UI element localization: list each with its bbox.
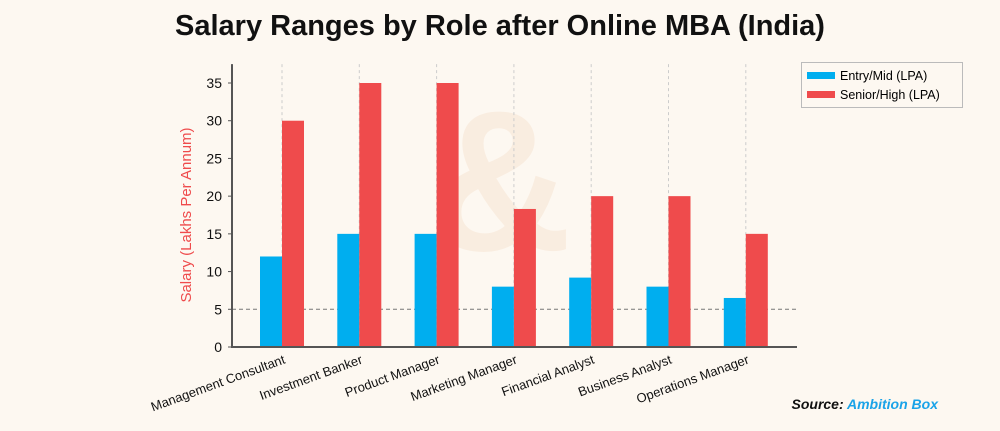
legend-label: Senior/High (LPA) bbox=[840, 87, 940, 102]
source-note: Source: Ambition Box bbox=[792, 396, 939, 412]
bar-entry bbox=[723, 297, 746, 347]
bar-entry bbox=[569, 277, 592, 347]
legend-item-entry: Entry/Mid (LPA) bbox=[807, 66, 957, 85]
bar-senior bbox=[668, 196, 691, 347]
bar-entry bbox=[260, 256, 282, 347]
y-tick-label: 35 bbox=[206, 75, 222, 91]
y-tick-label: 10 bbox=[206, 264, 222, 280]
legend: Entry/Mid (LPA) Senior/High (LPA) bbox=[801, 62, 963, 108]
y-tick-label: 20 bbox=[206, 188, 222, 204]
chart-title: Salary Ranges by Role after Online MBA (… bbox=[175, 10, 825, 42]
bar-senior bbox=[359, 83, 382, 347]
y-tick-label: 25 bbox=[206, 150, 222, 166]
bar-entry bbox=[414, 233, 437, 347]
y-tick-label: 0 bbox=[214, 339, 222, 355]
bar-senior bbox=[745, 233, 768, 347]
source-label: Source: bbox=[791, 396, 844, 412]
legend-item-senior: Senior/High (LPA) bbox=[807, 85, 957, 104]
y-tick-label: 30 bbox=[206, 113, 222, 129]
source-name: Ambition Box bbox=[847, 396, 938, 412]
y-tick-label: 5 bbox=[214, 301, 222, 317]
bar-entry bbox=[646, 286, 669, 347]
bar-entry bbox=[491, 286, 514, 347]
bar-senior bbox=[591, 196, 614, 347]
y-tick-label: 15 bbox=[206, 226, 222, 242]
bar-senior bbox=[436, 83, 459, 347]
x-tick-label: Management Consultant bbox=[149, 352, 288, 415]
y-axis-label: Salary (Lakhs Per Annum) bbox=[178, 127, 195, 302]
legend-swatch bbox=[807, 91, 835, 98]
bar-senior bbox=[513, 208, 536, 347]
legend-label: Entry/Mid (LPA) bbox=[840, 68, 928, 83]
bar-entry bbox=[337, 233, 360, 347]
bar-senior bbox=[282, 120, 304, 347]
legend-swatch bbox=[807, 72, 835, 79]
